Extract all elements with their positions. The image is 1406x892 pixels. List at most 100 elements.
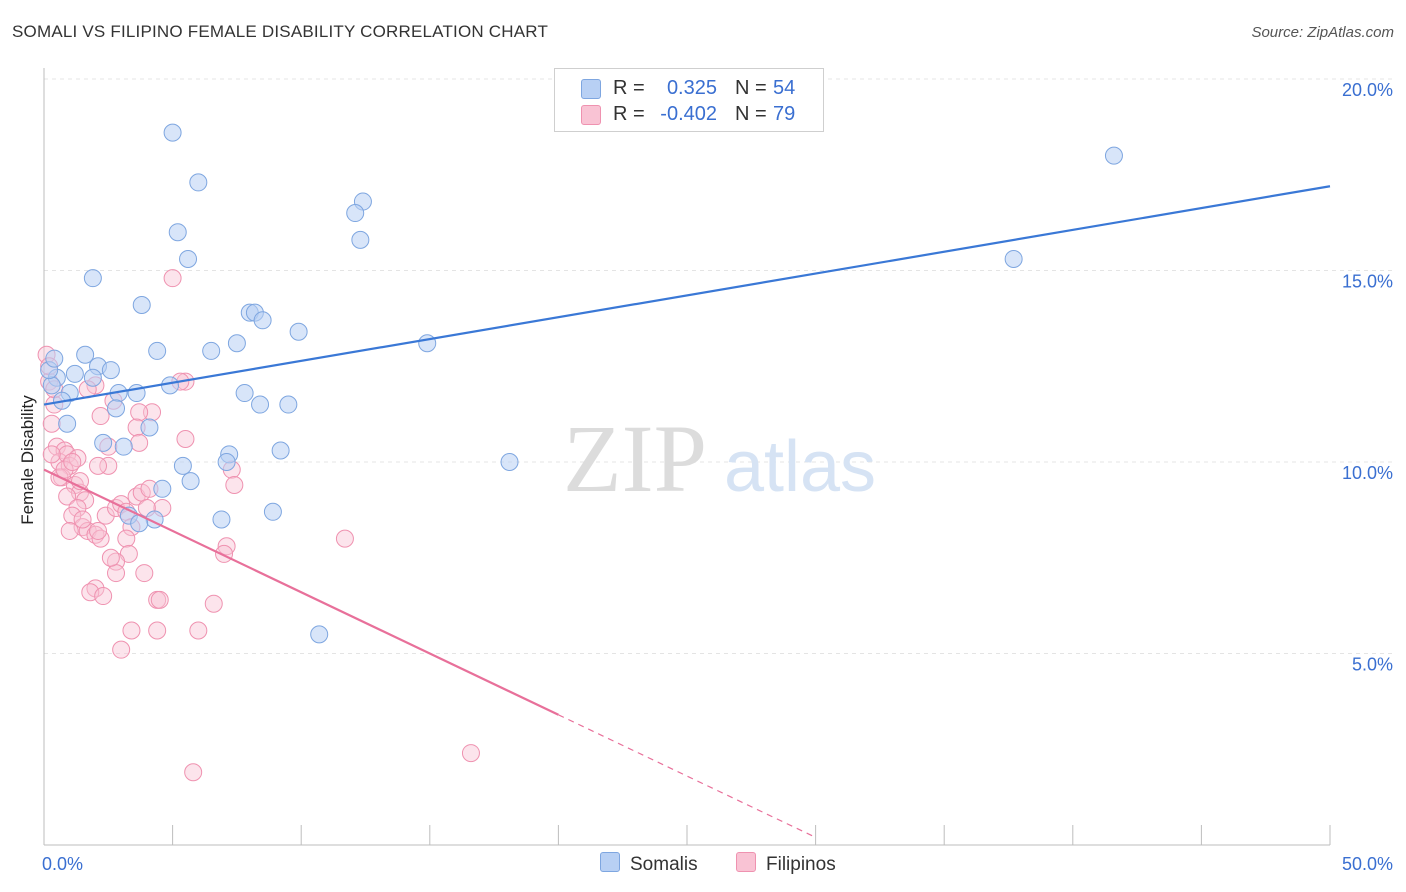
filipinos-point	[96, 506, 115, 525]
legend-r-value-somalis: 0.325	[666, 77, 717, 99]
filipinos-point	[89, 456, 108, 475]
legend-row-filipinos: R = -0.402 N = 79	[555, 101, 823, 129]
somalis-point	[94, 433, 113, 452]
x-tick-label: 0.0%	[42, 854, 83, 874]
legend-swatch-somalis	[581, 79, 601, 99]
legend-n-label: N =	[735, 77, 767, 99]
somalis-point	[418, 334, 437, 353]
legend-swatch-filipinos	[581, 105, 601, 125]
somalis-point	[351, 230, 370, 249]
somalis-point	[279, 395, 298, 414]
filipinos-point	[215, 544, 234, 563]
correlation-legend: R = 0.325 N = 54 R = -0.402 N = 79	[554, 68, 824, 132]
legend-r-label: R =	[613, 103, 645, 125]
legend-row-somalis: R = 0.325 N = 54	[555, 75, 823, 103]
somalis-point	[310, 625, 329, 644]
trend-lines	[43, 185, 1331, 838]
somalis-point	[235, 384, 254, 403]
somalis-point	[132, 295, 151, 314]
bottom-legend-filipinos: Filipinos	[736, 852, 836, 876]
y-tick-label: 5.0%	[1352, 655, 1393, 675]
somalis-point	[271, 441, 290, 460]
filipinos-point	[204, 594, 223, 613]
filipinos-point	[73, 510, 92, 529]
filipinos-point	[63, 453, 82, 471]
somalis-point	[263, 502, 282, 521]
somalis-point	[83, 368, 102, 387]
legend-r-label: R =	[613, 77, 645, 99]
axes	[43, 68, 1331, 846]
somalis-point	[163, 123, 182, 142]
somalis-point	[173, 456, 192, 475]
somalis-point	[181, 472, 200, 491]
filipinos-point	[89, 521, 108, 540]
filipinos-point	[148, 621, 167, 640]
somalis-point	[161, 376, 180, 395]
somalis-point	[227, 334, 246, 353]
y-axis-title: Female Disability	[18, 395, 37, 525]
somalis-point	[153, 479, 172, 498]
somalis-point	[76, 345, 95, 364]
somalis-point	[179, 250, 198, 269]
somalis-point	[58, 414, 77, 433]
filipinos-point	[76, 491, 95, 510]
somalis-point	[500, 453, 519, 471]
x-tick-label: 50.0%	[1342, 854, 1393, 874]
filipinos-point	[225, 475, 244, 494]
filipinos-point	[163, 269, 182, 288]
y-tick-label: 15.0%	[1342, 272, 1393, 292]
filipinos-point	[461, 744, 480, 763]
bottom-legend-swatch-somalis	[600, 852, 620, 872]
somalis-point	[140, 418, 159, 437]
somalis-trend-line	[43, 185, 1331, 406]
somalis-point	[45, 349, 64, 368]
filipinos-point	[99, 456, 118, 475]
tick-labels: 5.0% 10.0% 15.0% 20.0% 0.0% 50.0%	[42, 80, 1393, 874]
filipinos-point	[117, 529, 136, 548]
somalis-point	[42, 376, 61, 395]
filipinos-point	[184, 763, 203, 782]
filipinos-point	[189, 621, 208, 640]
filipinos-point	[130, 433, 149, 452]
bottom-legend-swatch-filipinos	[736, 852, 756, 872]
filipinos-point	[135, 564, 154, 583]
filipinos-trend-extension	[558, 714, 816, 838]
watermark-zip: ZIP	[563, 405, 707, 512]
somalis-point	[168, 223, 187, 242]
somalis-point	[1104, 146, 1123, 165]
filipinos-point	[150, 590, 169, 609]
somalis-point	[148, 341, 167, 360]
legend-n-value-somalis: 54	[773, 77, 796, 99]
somalis-point	[346, 204, 365, 223]
y-tick-label: 10.0%	[1342, 463, 1393, 483]
somalis-point	[202, 341, 221, 360]
filipinos-point	[58, 487, 77, 506]
filipinos-point	[91, 407, 110, 426]
filipinos-point	[42, 414, 61, 433]
somalis-point	[217, 453, 236, 471]
filipinos-point	[130, 403, 149, 422]
legend-n-value-filipinos: 79	[773, 103, 796, 125]
source-label: Source: ZipAtlas.com	[1251, 24, 1394, 41]
watermark-atlas: atlas	[724, 427, 876, 507]
y-tick-label: 20.0%	[1342, 80, 1393, 100]
somalis-point	[1004, 250, 1023, 269]
somalis-point	[83, 269, 102, 288]
filipinos-trend-line	[43, 468, 559, 716]
chart-title: SOMALI VS FILIPINO FEMALE DISABILITY COR…	[12, 22, 549, 41]
somalis-point	[289, 322, 308, 341]
filipinos-point	[94, 587, 113, 606]
bottom-legend-label-filipinos: Filipinos	[766, 854, 836, 875]
somalis-point	[107, 399, 126, 418]
watermark: ZIP atlas	[563, 405, 876, 512]
filipinos-point	[176, 430, 195, 449]
filipinos-point	[42, 445, 61, 464]
filipinos-point	[107, 564, 126, 583]
legend-n-label: N =	[735, 103, 767, 125]
somalis-point	[114, 437, 133, 456]
filipinos-point	[60, 521, 79, 540]
filipinos-point	[63, 506, 82, 525]
filipinos-point	[101, 548, 120, 567]
somalis-series	[40, 123, 1123, 644]
somalis-point	[65, 364, 84, 383]
